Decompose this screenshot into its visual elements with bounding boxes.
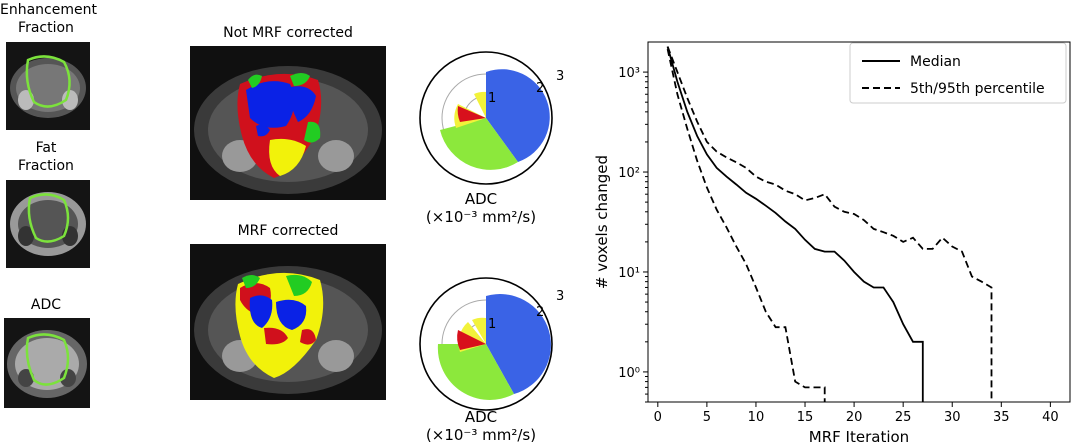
not-mrf-corrected-title: Not MRF corrected bbox=[223, 25, 353, 41]
enhancement-fraction-label: Enhancement Fraction bbox=[0, 1, 97, 37]
series-line-5th-95th-percentile bbox=[666, 48, 826, 402]
polar-top-ring-2: 2 bbox=[536, 81, 544, 96]
mrf-corrected-title: MRF corrected bbox=[237, 223, 339, 239]
legend-box bbox=[849, 42, 1067, 104]
plot-frame bbox=[647, 41, 1071, 403]
polar-top-adc-label: ADC bbox=[464, 190, 498, 208]
x-tick-label: 15 bbox=[797, 410, 814, 425]
legend-median-label: Median bbox=[910, 54, 961, 70]
polar-top-ring-3: 3 bbox=[556, 69, 564, 84]
series-line-95th-percentile bbox=[666, 46, 993, 402]
x-axis-label: MRF Iteration bbox=[809, 428, 909, 446]
polar-top-ring-1: 1 bbox=[488, 91, 496, 106]
y-axis-label: # voxels changed bbox=[593, 155, 611, 289]
y-tick-label: 10² bbox=[618, 166, 640, 181]
fat-label-line1: Fat bbox=[35, 140, 57, 156]
x-tick-label: 20 bbox=[846, 410, 863, 425]
x-tick-label: 25 bbox=[895, 410, 912, 425]
adc-left-label: ADC bbox=[30, 297, 62, 313]
adc-image bbox=[4, 318, 90, 408]
x-tick-label: 40 bbox=[1042, 410, 1059, 425]
y-tick-label: 10⁰ bbox=[618, 366, 640, 381]
fat-fraction-label: Fat Fraction bbox=[0, 139, 92, 175]
mrf-corrected-map bbox=[190, 244, 386, 400]
polar-bottom-ring-1: 1 bbox=[488, 317, 496, 332]
fat-label-line2: Fraction bbox=[18, 158, 74, 174]
enhancement-label-line2: Fraction bbox=[18, 20, 74, 36]
polar-bottom-units: (×10⁻³ mm²/s) bbox=[425, 426, 537, 444]
not-mrf-corrected-map bbox=[190, 46, 386, 200]
polar-top-units: (×10⁻³ mm²/s) bbox=[425, 208, 537, 226]
x-tick-label: 30 bbox=[944, 410, 961, 425]
polar-chart-bottom: 1 2 3 bbox=[419, 277, 564, 411]
x-tick-label: 10 bbox=[748, 410, 765, 425]
legend: Median 5th/95th percentile bbox=[849, 42, 1067, 104]
legend-percentile-label: 5th/95th percentile bbox=[910, 81, 1045, 97]
series-line-median bbox=[666, 46, 924, 402]
y-tick-label: 10³ bbox=[618, 66, 640, 81]
y-tick-label: 10¹ bbox=[618, 266, 640, 281]
enhancement-label-line1: Enhancement bbox=[0, 2, 97, 18]
polar-top-axis-label: ADC (×10⁻³ mm²/s) bbox=[406, 190, 556, 226]
polar-bottom-adc-label: ADC bbox=[464, 408, 498, 426]
enhancement-fraction-image bbox=[6, 42, 90, 130]
fat-fraction-image bbox=[6, 180, 90, 268]
x-tick-label: 0 bbox=[654, 410, 662, 425]
polar-bottom-ring-3: 3 bbox=[556, 289, 564, 304]
x-tick-label: 5 bbox=[703, 410, 711, 425]
polar-chart-top: 1 2 3 bbox=[419, 51, 564, 185]
voxels-changed-chart: 0 5 10 15 20 25 30 35 40 10⁰ 10¹ 10² 10³ MRF Iterat… bbox=[593, 41, 1071, 446]
polar-bottom-ring-2: 2 bbox=[536, 305, 544, 320]
polar-bottom-axis-label: ADC (×10⁻³ mm²/s) bbox=[406, 408, 556, 444]
x-tick-label: 35 bbox=[993, 410, 1010, 425]
